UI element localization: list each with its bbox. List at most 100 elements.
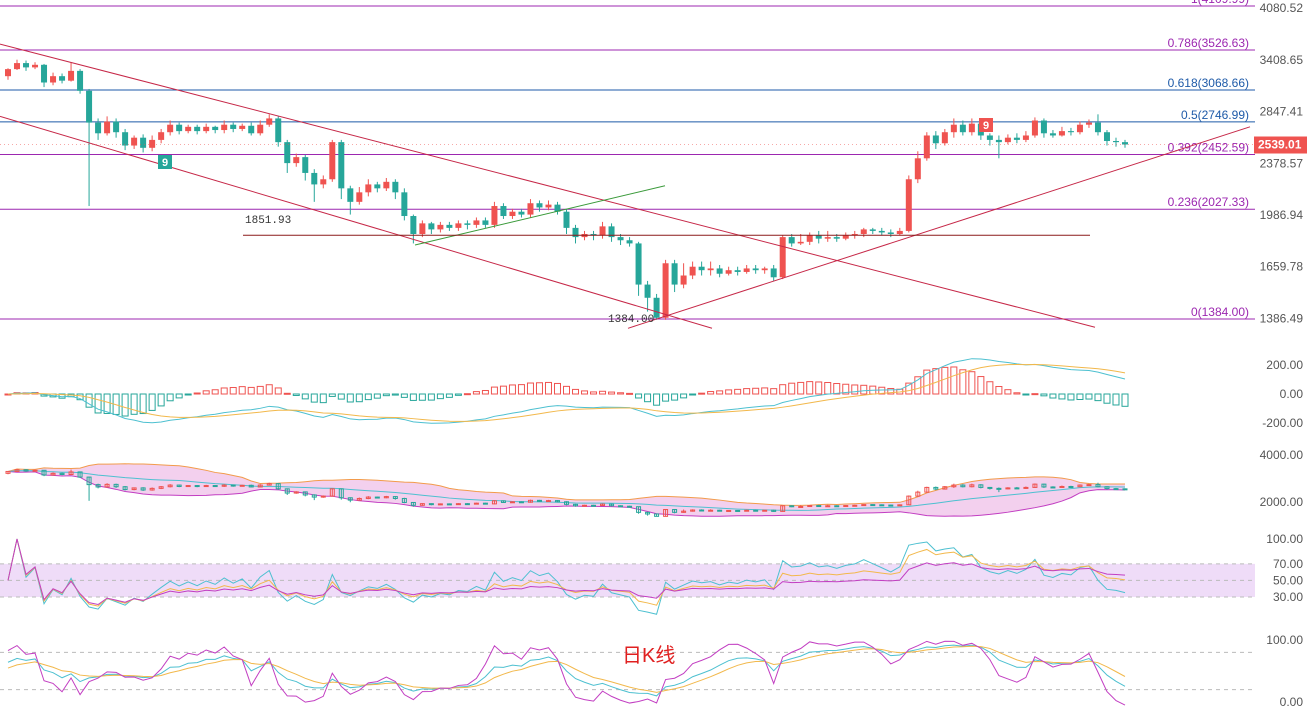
boll-candle	[437, 503, 443, 506]
candle	[293, 157, 300, 164]
boll-candle	[509, 501, 515, 504]
candle	[563, 211, 570, 228]
y-tick-label: 200.00	[1266, 358, 1303, 372]
macd-histogram-bar	[319, 393, 327, 404]
candle	[95, 122, 102, 134]
boll-candle	[609, 503, 615, 507]
candle	[896, 230, 903, 234]
chart-watermark: 日K线	[622, 644, 675, 667]
boll-candle	[933, 486, 939, 490]
boll-candle	[23, 469, 29, 472]
macd-histogram-bar	[1049, 393, 1057, 399]
candle	[950, 124, 957, 133]
fib-label: 0.236(2027.33)	[1168, 195, 1249, 209]
macd-histogram-bar	[1085, 393, 1093, 400]
up-trend-line	[627, 126, 1251, 329]
boll-candle	[149, 487, 155, 491]
candle	[203, 126, 210, 132]
boll-candle	[942, 486, 948, 490]
candle	[716, 268, 723, 274]
boll-candle	[221, 484, 227, 487]
macd-histogram-bar	[743, 388, 751, 395]
candle	[914, 158, 921, 180]
candle	[491, 206, 498, 225]
boll-candle	[77, 471, 83, 478]
macd-histogram-bar	[76, 393, 84, 401]
candle	[320, 179, 327, 185]
macd-histogram-bar	[842, 383, 850, 395]
candle	[284, 142, 291, 164]
candle	[194, 126, 201, 132]
candle	[428, 223, 435, 230]
boll-candle	[708, 509, 714, 512]
candle	[905, 179, 912, 231]
y-tick-label: 100.00	[1266, 633, 1303, 647]
boll-candle	[888, 504, 894, 507]
candle	[1013, 137, 1020, 140]
macd-histogram-bar	[761, 387, 769, 395]
candle	[527, 203, 534, 215]
macd-histogram-bar	[94, 393, 102, 414]
macd-histogram-bar	[572, 388, 580, 395]
y-tick-label: 100.00	[1266, 532, 1303, 546]
boll-candle	[374, 496, 380, 499]
macd-histogram-bar	[463, 393, 471, 396]
boll-candle	[410, 501, 416, 506]
kdj-d-line	[7, 645, 1126, 693]
macd-histogram-bar	[193, 392, 201, 395]
macd-histogram-bar	[121, 393, 129, 417]
boll-candle	[32, 469, 38, 472]
macd-histogram-bar	[265, 384, 273, 395]
candle	[383, 181, 390, 189]
fib-label: 0(1384.00)	[1191, 305, 1249, 319]
candle	[185, 126, 192, 132]
boll-candle	[852, 504, 858, 507]
macd-histogram-bar	[238, 386, 246, 395]
macd-histogram-bar	[85, 393, 93, 408]
y-tick-label: -200.00	[1262, 416, 1303, 430]
candle	[725, 270, 732, 274]
boll-candle	[158, 486, 164, 489]
boll-candle	[293, 491, 299, 494]
main-candlestick-panel[interactable]: 1(4109.99) 0.786(3526.63) 0.618(3068.66) 0.…	[0, 0, 1303, 329]
boll-candle	[717, 509, 723, 512]
candle	[1112, 141, 1119, 143]
candle	[779, 237, 786, 278]
boll-candle	[464, 503, 470, 506]
macd-histogram-bar	[535, 382, 543, 395]
boll-candle	[1086, 484, 1092, 487]
boll-candle	[780, 505, 786, 512]
candle	[347, 188, 354, 202]
boll-candle	[1068, 485, 1074, 488]
green-trend-line	[414, 185, 666, 246]
boll-candle	[185, 485, 191, 488]
boll-candle	[582, 504, 588, 507]
boll-candle	[924, 486, 930, 493]
macd-histogram-bar	[418, 393, 426, 401]
candle	[257, 124, 264, 134]
candle	[401, 192, 408, 217]
candle	[86, 90, 93, 123]
macd-histogram-bar	[139, 393, 147, 415]
macd-histogram-bar	[184, 393, 192, 396]
boll-candle	[86, 476, 92, 486]
boll-candle	[347, 497, 353, 501]
candle	[374, 184, 381, 189]
candle	[158, 132, 165, 140]
candle	[995, 139, 1002, 143]
candle	[734, 270, 741, 272]
candle	[212, 126, 219, 131]
macd-histogram-bar	[382, 393, 390, 397]
candle	[131, 137, 138, 146]
candle	[302, 157, 309, 173]
candle	[77, 70, 84, 91]
macd-histogram-bar	[968, 371, 976, 395]
macd-histogram-bar	[626, 392, 634, 395]
boll-candle	[446, 503, 452, 506]
macd-histogram-bar	[373, 393, 381, 399]
macd-histogram-bar	[157, 393, 165, 407]
y-tick-label: 50.00	[1273, 573, 1303, 587]
boll-candle	[834, 505, 840, 508]
macd-histogram-bar	[337, 393, 345, 400]
